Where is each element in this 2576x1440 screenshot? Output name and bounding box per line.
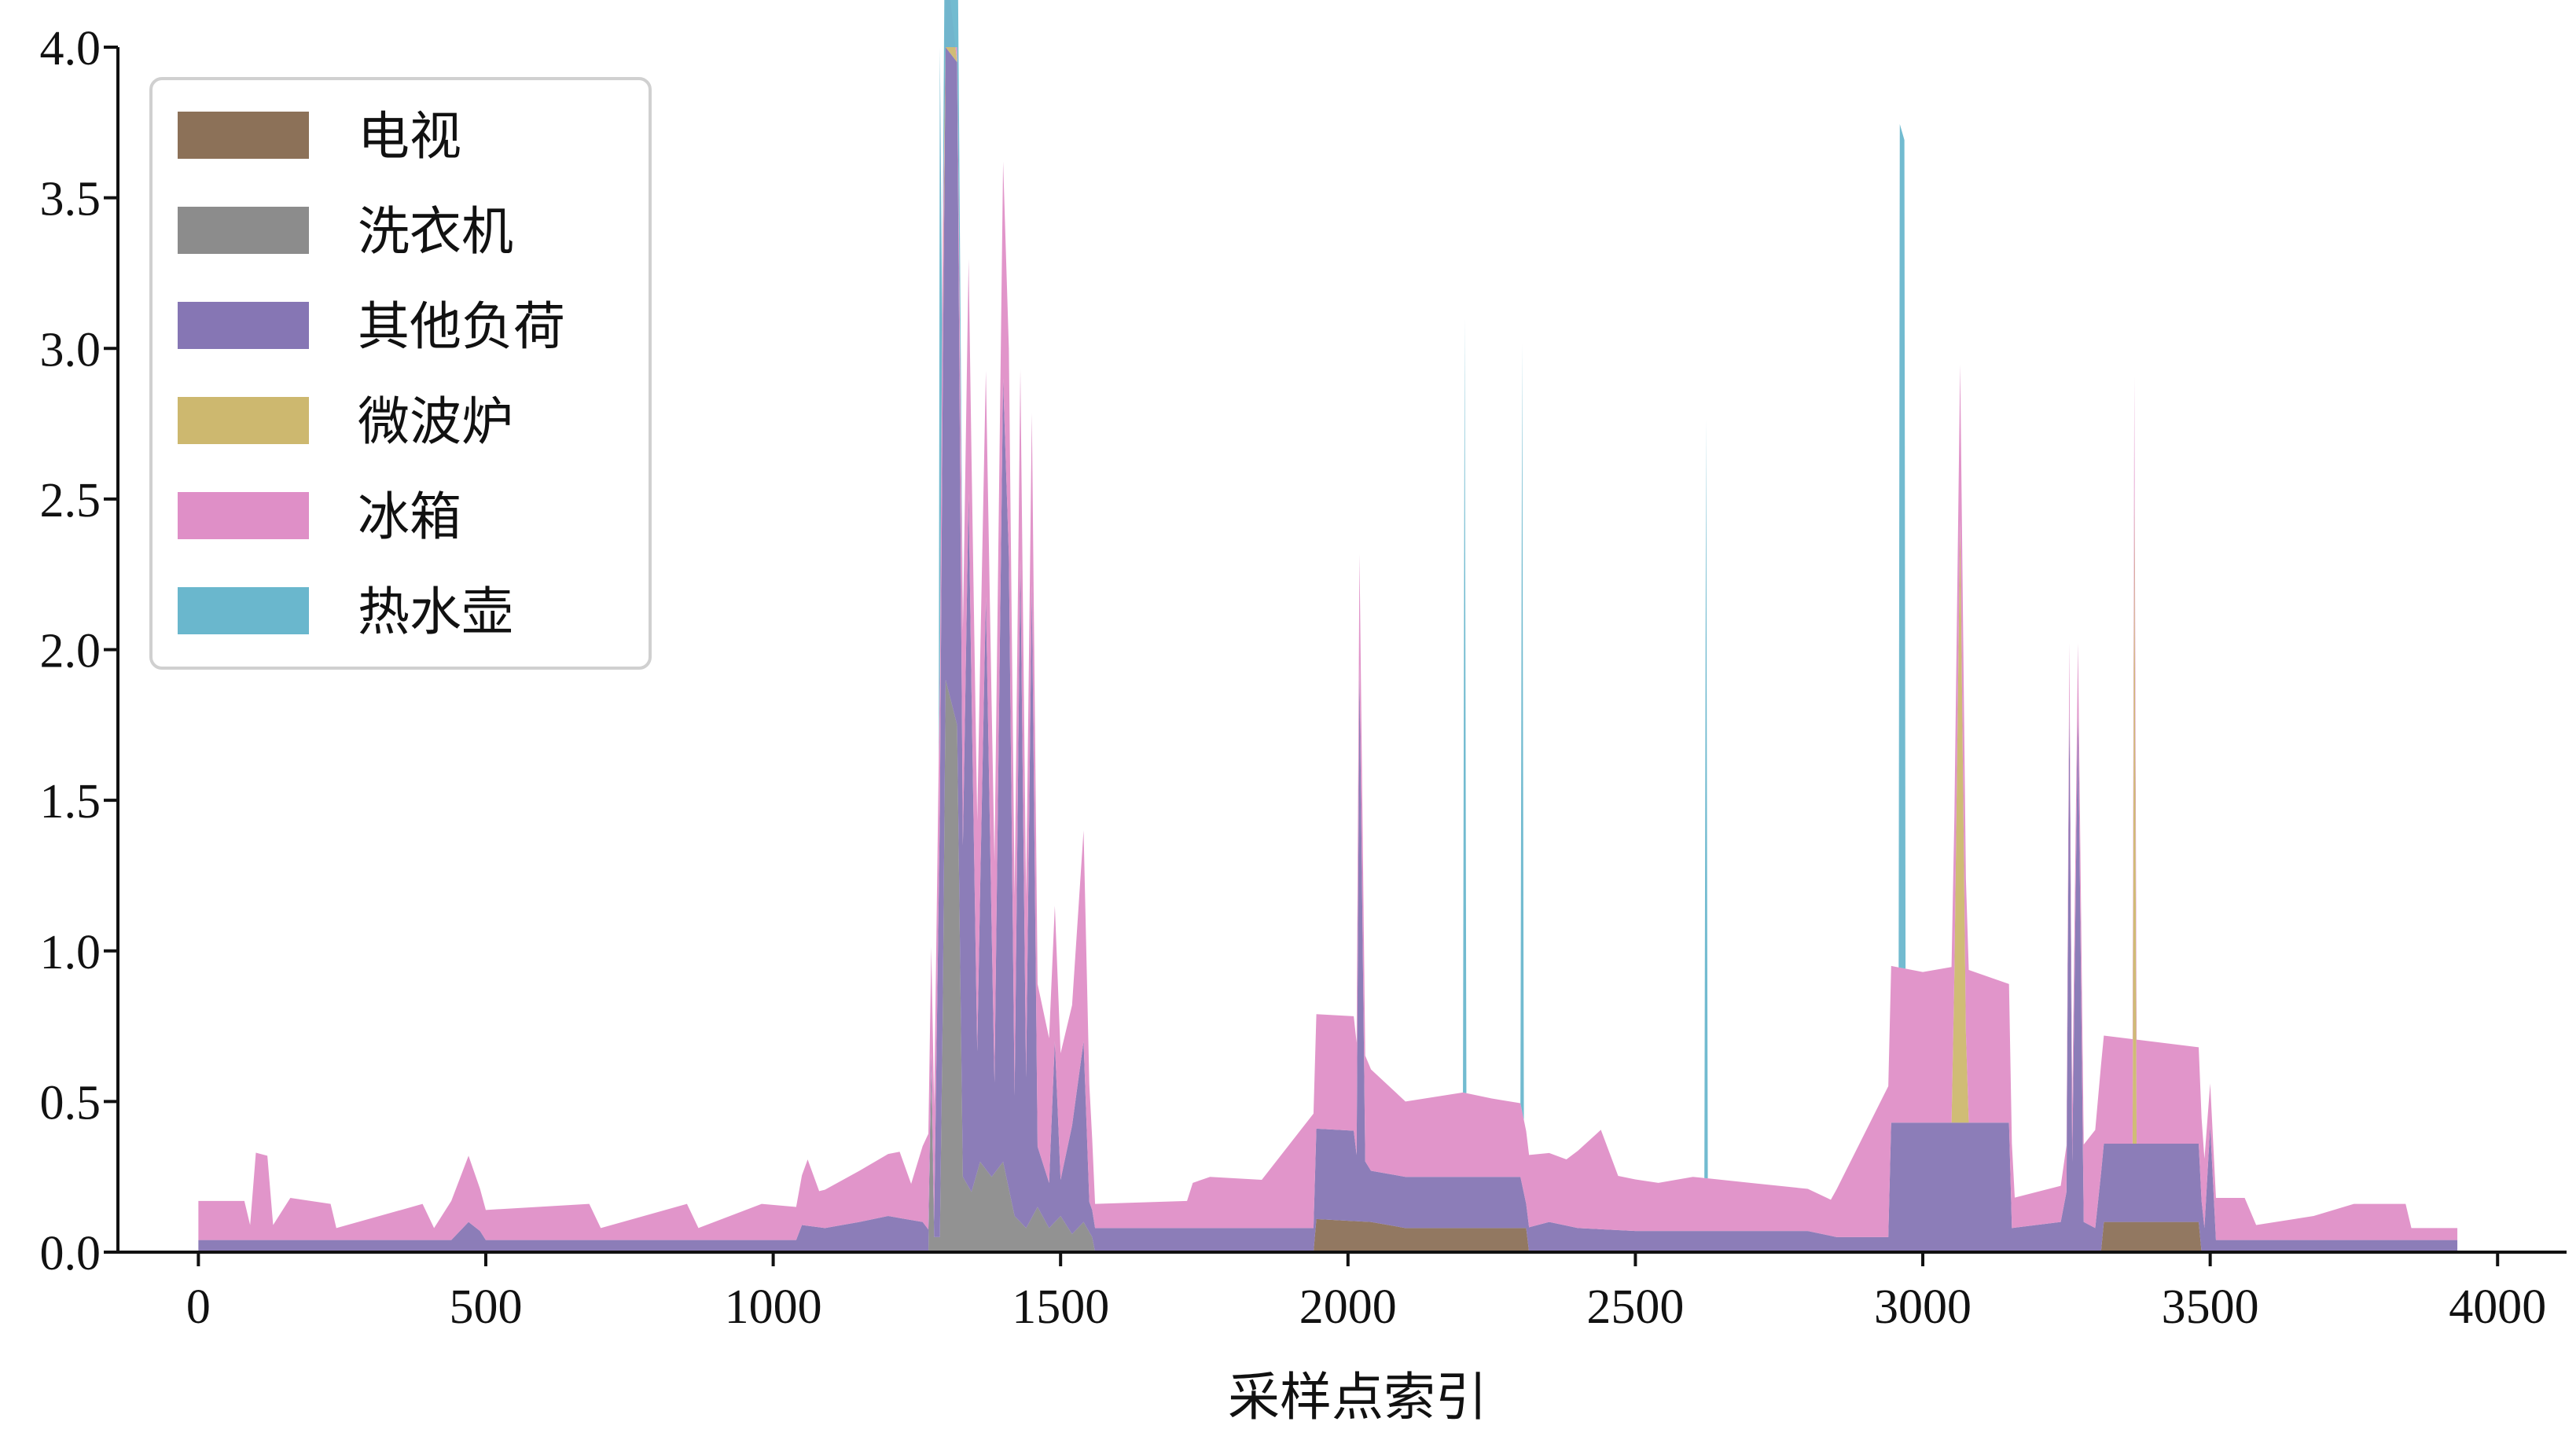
legend-label: 热水壶 (358, 582, 513, 642)
legend-label: 微波炉 (358, 391, 513, 452)
y-tick-label: 1.0 (40, 926, 101, 979)
series-areas (198, 0, 2458, 1252)
x-tick-label: 500 (449, 1280, 522, 1334)
legend-swatch (178, 302, 309, 349)
y-tick-label: 0.0 (40, 1227, 101, 1280)
y-tick-label: 4.0 (40, 22, 101, 75)
x-axis-title: 采样点索引 (1228, 1367, 1487, 1427)
y-tick-label: 3.5 (40, 173, 101, 226)
y-tick-label: 1.5 (40, 775, 101, 828)
axes: 0 500 1000 1500 2000 2500 3000 3500 4000 0.0 0.5 1.… (40, 22, 2567, 1334)
x-tick-label: 0 (186, 1280, 211, 1334)
x-tick-label: 2000 (1299, 1280, 1397, 1334)
y-tick-label: 0.5 (40, 1076, 101, 1130)
x-tick-label: 3000 (1874, 1280, 1972, 1334)
legend-label: 冰箱 (358, 487, 461, 547)
x-tick-label: 3500 (2162, 1280, 2259, 1334)
x-tick-label: 2500 (1586, 1280, 1684, 1334)
legend-label: 其他负荷 (358, 296, 565, 357)
legend-swatch (178, 587, 309, 634)
legend-label: 电视 (358, 106, 461, 167)
legend-frame (149, 77, 652, 670)
legend-swatch (178, 397, 309, 444)
legend-label: 洗衣机 (358, 201, 513, 262)
x-tick-label: 1500 (1012, 1280, 1109, 1334)
legend-swatch (178, 112, 309, 159)
y-tick-label: 3.0 (40, 323, 101, 377)
legend-swatch (178, 207, 309, 254)
legend-swatch (178, 492, 309, 539)
y-tick-label: 2.0 (40, 625, 101, 678)
y-tick-label: 2.5 (40, 474, 101, 527)
series-area-0 (198, 1218, 2458, 1252)
x-tick-label: 1000 (725, 1280, 822, 1334)
x-tick-label: 4000 (2449, 1280, 2546, 1334)
